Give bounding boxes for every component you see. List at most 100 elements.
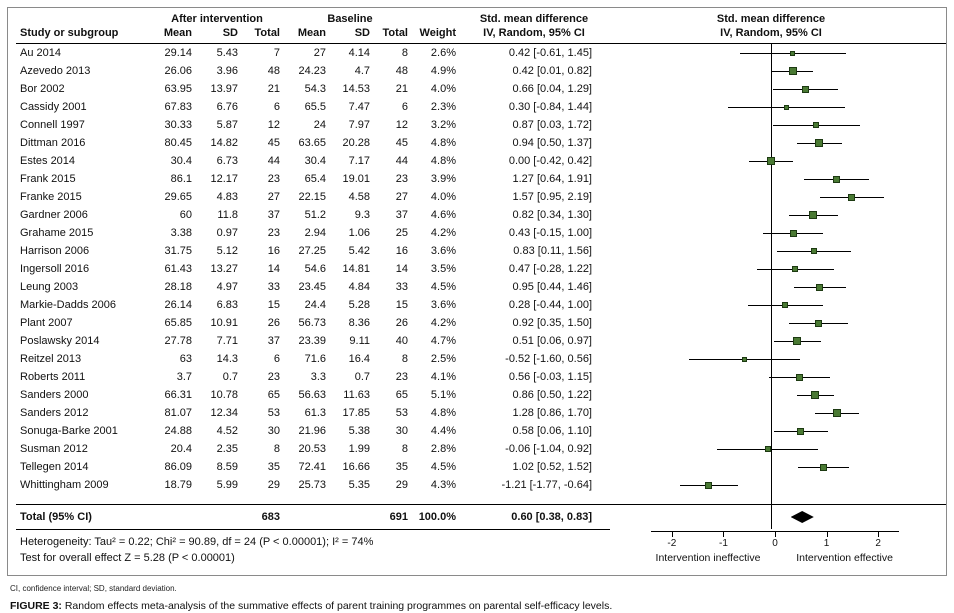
cell-sd-after: 13.97 [210, 83, 238, 95]
cell-sd-after: 10.78 [210, 389, 238, 401]
cell-weight: 4.8% [430, 155, 456, 167]
zero-effect-line [771, 494, 772, 504]
cell-sd-baseline: 11.63 [343, 389, 370, 401]
forest-row-plot [606, 116, 936, 134]
forest-row-plot [606, 440, 936, 458]
cell-weight: 5.1% [430, 389, 456, 401]
forest-row-plot [606, 134, 936, 152]
effect-marker [797, 427, 805, 435]
study-name: Whittingham 2009 [20, 479, 109, 491]
total-weight: 100.0% [418, 511, 456, 523]
cell-weight: 4.5% [430, 281, 456, 293]
cell-sd-after: 4.52 [216, 425, 238, 437]
zero-effect-line [771, 188, 772, 206]
zero-effect-line [771, 134, 772, 152]
cell-ci-text: 0.00 [-0.42, 0.42] [508, 155, 592, 167]
effect-marker [767, 157, 775, 165]
zero-effect-line [771, 476, 772, 494]
figure-caption-text: Random effects meta-analysis of the summ… [61, 600, 613, 612]
cell-sd-after: 6.83 [216, 299, 238, 311]
figure-notes: CI, confidence interval; SD, standard de… [10, 583, 944, 613]
cell-weight: 4.7% [430, 335, 456, 347]
heterogeneity-block: Heterogeneity: Tau² = 0.22; Chi² = 90.89… [16, 529, 610, 569]
study-name: Roberts 2011 [20, 371, 86, 383]
cell-total-baseline: 23 [395, 371, 408, 383]
study-name: Sonuga-Barke 2001 [20, 425, 118, 437]
cell-sd-after: 14.82 [210, 137, 238, 149]
axis-tick-label: -1 [718, 538, 728, 549]
cell-sd-after: 3.96 [216, 65, 238, 77]
zero-effect-line [771, 62, 772, 80]
cell-weight: 3.2% [430, 119, 456, 131]
study-name: Leung 2003 [20, 281, 79, 293]
cell-sd-baseline: 17.85 [342, 407, 370, 419]
cell-sd-after: 11.8 [217, 209, 238, 221]
zero-effect-line [771, 170, 772, 188]
cell-total-baseline: 29 [395, 479, 408, 491]
table-row: Tellegen 2014 86.09 8.59 35 72.41 16.66 35 4.5%… [16, 458, 946, 476]
study-name: Cassidy 2001 [20, 101, 87, 113]
study-name: Frank 2015 [20, 173, 76, 185]
cell-total-after: 23 [267, 173, 280, 185]
cell-total-baseline: 16 [395, 245, 408, 257]
cell-total-baseline: 48 [395, 65, 408, 77]
zero-effect-line [771, 386, 772, 404]
cell-total-baseline: 35 [395, 461, 408, 473]
total-n1: 683 [261, 511, 280, 523]
table-row: Sanders 2000 66.31 10.78 65 56.63 11.63 65 5.1%… [16, 386, 946, 404]
table-row: Whittingham 2009 18.79 5.99 29 25.73 5.35 29 4.… [16, 476, 946, 494]
cell-mean-baseline: 30.4 [304, 155, 326, 167]
forest-table-body: Au 2014 29.14 5.43 7 27 4.14 8 2.6% 0.42 [-0.61,… [16, 44, 946, 494]
cell-sd-baseline: 1.99 [348, 443, 370, 455]
cell-sd-baseline: 14.81 [342, 263, 370, 275]
total-row: Total (95% CI) 683 691 100.0% 0.60 [0.38… [16, 504, 946, 529]
cell-mean-after: 29.65 [164, 191, 192, 203]
study-name: Connell 1997 [20, 119, 85, 131]
total-label: Total (95% CI) [20, 511, 92, 523]
cell-mean-baseline: 2.94 [304, 227, 326, 239]
axis-tick-label: 2 [875, 538, 881, 549]
cell-sd-after: 0.97 [216, 227, 238, 239]
cell-total-baseline: 12 [395, 119, 408, 131]
table-row: Susman 2012 20.4 2.35 8 20.53 1.99 8 2.8% -0.06 … [16, 440, 946, 458]
cell-ci-text: 0.86 [0.50, 1.22] [512, 389, 592, 401]
cell-ci-text: 0.94 [0.50, 1.37] [512, 137, 592, 149]
effect-marker [788, 67, 797, 75]
cell-ci-text: 0.42 [0.01, 0.82] [512, 65, 592, 77]
study-name: Tellegen 2014 [20, 461, 89, 473]
cell-mean-baseline: 24.23 [298, 65, 326, 77]
cell-total-after: 48 [267, 65, 280, 77]
cell-sd-after: 12.34 [210, 407, 238, 419]
cell-total-after: 30 [267, 425, 280, 437]
cell-mean-after: 29.14 [164, 47, 192, 59]
cell-total-baseline: 23 [395, 173, 408, 185]
forest-row-plot [606, 314, 936, 332]
cell-weight: 4.0% [430, 83, 456, 95]
zero-effect-line [771, 242, 772, 260]
cell-weight: 3.6% [430, 245, 456, 257]
cell-total-after: 6 [273, 353, 280, 365]
cell-sd-after: 7.71 [216, 335, 238, 347]
axis-tick-label: 0 [772, 538, 778, 549]
axis-label-effective: Intervention effective [796, 552, 893, 564]
cell-mean-after: 66.31 [164, 389, 192, 401]
cell-total-baseline: 21 [395, 83, 408, 95]
axis-tick [775, 531, 776, 537]
forest-row-plot [606, 62, 936, 80]
cell-ci-text: 0.28 [-0.44, 1.00] [508, 299, 592, 311]
effect-marker [814, 319, 822, 327]
cell-ci-text: 0.92 [0.35, 1.50] [512, 317, 592, 329]
table-row: Bor 2002 63.95 13.97 21 54.3 14.53 21 4.0% 0.66 … [16, 80, 946, 98]
cell-total-after: 45 [267, 137, 280, 149]
table-row: Dittman 2016 80.45 14.82 45 63.65 20.28 45 4.8%… [16, 134, 946, 152]
cell-ci-text: 1.28 [0.86, 1.70] [512, 407, 592, 419]
forest-row-plot [606, 206, 936, 224]
cell-total-after: 7 [273, 47, 280, 59]
table-row: Cassidy 2001 67.83 6.76 6 65.5 7.47 6 2.3% 0.30 … [16, 98, 946, 116]
cell-sd-baseline: 19.01 [342, 173, 370, 185]
cell-mean-baseline: 22.15 [298, 191, 326, 203]
cell-total-baseline: 8 [401, 353, 408, 365]
cell-weight: 4.2% [430, 317, 456, 329]
group-header-after-intervention: After intervention [171, 13, 263, 25]
effect-marker [793, 337, 802, 345]
